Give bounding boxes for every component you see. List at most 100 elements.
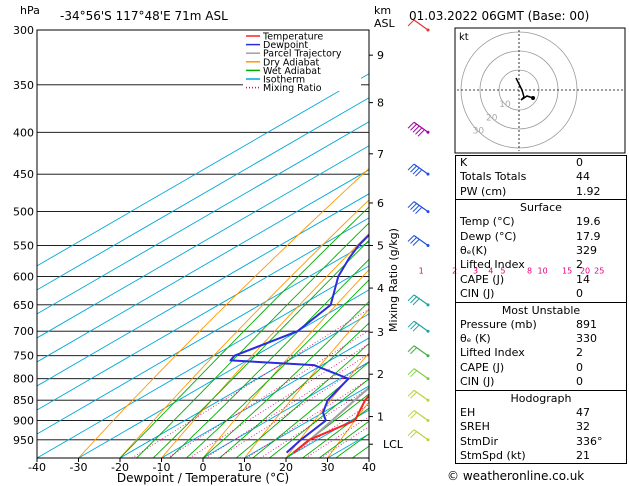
x-tick-label: -40 [28,461,46,474]
hodograph-stat-row: StmDir 336° [456,435,626,449]
mixing-ratio-line [131,308,369,458]
wet-adiabat-line [136,222,369,458]
pressure-tick-label: 900 [13,415,34,428]
isotherm-line [202,361,369,458]
wind-barb-flag [415,127,422,135]
most-unstable-label: θₑ (K) [460,332,491,346]
mixing-ratio-label: 8 [527,266,532,275]
pressure-tick-label: 650 [13,299,34,312]
wind-barb-dot [426,354,430,358]
dry-adiabat-line [119,199,369,458]
wind-barb-flag [407,201,415,208]
x-tick-label: -10 [153,461,171,474]
wet-adiabat-line [152,239,369,458]
most-unstable-row: Lifted Index 2 [456,346,626,360]
mixing-ratio-label: 15 [562,266,572,275]
hodograph-stat-row: StmSpd (kt) 21 [456,449,626,463]
pressure-tick-label: 350 [13,79,34,92]
wind-barb-dot [426,210,430,214]
wind-barb-flag [415,207,422,214]
most-unstable-box: Most Unstable Pressure (mb) 891 θₑ (K) 330 L… [455,302,627,391]
hodograph-stat-value: 21 [576,448,590,462]
hodograph-ring-label: 20 [486,113,498,123]
isotherm-line [37,193,369,387]
km-tick-label: 1 [377,411,384,424]
wind-barb-dot [426,303,430,307]
most-unstable-title: Most Unstable [501,303,581,317]
dry-adiabat-line [244,308,369,458]
most-unstable-label: Pressure (mb) [460,317,537,331]
wind-barb-flag [412,324,420,332]
hodograph-stats-box: Hodograph EH 47 SREH 32 StmDir 336° StmSpd (kt… [455,390,627,465]
wet-adiabat-line [285,393,369,458]
dry-adiabat-line [202,269,369,458]
wind-barb-flag [410,203,417,210]
mixing-ratio-line [167,330,369,458]
dry-adiabat-line [327,401,369,458]
surface-row: θₑ(K) 329 [456,244,626,258]
hodograph-stat-value: 47 [576,405,590,419]
hpa-label: hPa [20,4,40,17]
x-axis-label: Dewpoint / Temperature (°C) [117,471,289,485]
surface-label: Dewp (°C) [460,229,517,243]
mixing-ratio-line [218,361,369,458]
pressure-tick-label: 850 [13,394,34,407]
legend-entry: Dry Adiabat [263,57,320,68]
location-title: -34°56'S 117°48'E 71m ASL [60,9,228,23]
wind-barb-flag [407,294,415,302]
wind-barb-dot [426,28,430,32]
mixing-ratio-label: 4 [488,266,493,275]
surface-row: CIN (J) 0 [456,287,626,301]
isotherm-line [37,169,369,363]
most-unstable-value: 2 [576,346,583,360]
wet-adiabat-line [235,342,369,458]
wind-barb-flag [410,237,417,244]
hodograph-box [454,27,626,154]
most-unstable-row: Pressure (mb) 891 [456,318,626,332]
pressure-tick-label: 800 [13,373,34,386]
most-unstable-label: Lifted Index [460,346,525,360]
km-label: km [374,4,391,17]
surface-label: CAPE (J) [460,272,505,286]
mixing-ratio-line [205,353,369,458]
dewpoint-line [229,233,369,454]
surface-row: Lifted Index 2 [456,258,626,272]
surface-label: CIN (J) [460,287,495,301]
most-unstable-value: 891 [576,317,597,331]
km-tick-label: 3 [377,326,384,339]
hodograph-stat-row: EH 47 [456,406,626,420]
surface-value: 19.6 [576,215,601,229]
wind-barb-flag [410,322,417,330]
wind-barb [413,201,429,213]
pressure-tick-label: 750 [13,350,34,363]
wind-barb-flag [407,19,415,27]
wind-barb [413,368,429,380]
x-tick-label: 30 [321,461,335,474]
wind-barb-dot [426,438,430,442]
x-tick-label: 10 [238,461,252,474]
wind-barb-flag [410,412,417,419]
asl-label: ASL [374,17,396,30]
wind-barb-flag [410,165,417,173]
wet-adiabat-line [219,322,369,458]
legend-entry: Mixing Ratio [263,83,322,94]
wind-barb-dot [426,172,430,176]
copyright-footer[interactable]: © weatheronline.co.uk [447,469,585,483]
hodograph-ring-label: 10 [499,100,511,110]
surface-value: 329 [576,244,597,258]
wind-barb-flag [410,431,417,439]
wind-barb-flag [410,370,417,378]
legend-entry: Temperature [262,32,323,43]
mixing-ratio-label: 5 [500,266,505,275]
mixing-ratio-label: 20 [580,266,590,275]
surface-title: Surface [520,201,562,215]
km-tick-label: 4 [377,282,384,295]
wind-barb-flag [412,167,420,175]
x-tick-label: 20 [279,461,293,474]
wind-barb-dot [426,398,430,402]
wind-barb [413,294,429,306]
wet-adiabat-line [302,407,369,458]
storm-motion-marker [531,96,535,100]
